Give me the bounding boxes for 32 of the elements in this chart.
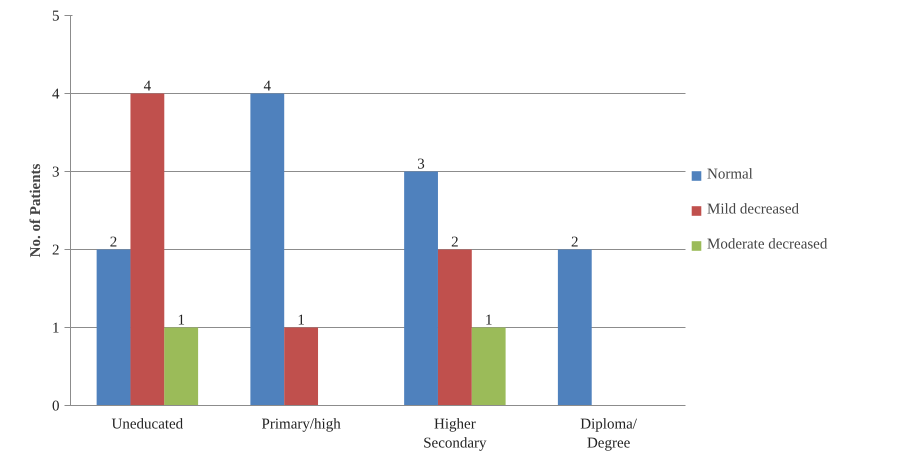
y-tick-label: 4 <box>52 86 60 102</box>
legend-label: Mild decreased <box>707 202 800 218</box>
bar <box>96 250 130 406</box>
legend-label: Moderate decreased <box>707 236 828 254</box>
data-label: 1 <box>177 312 185 328</box>
data-label: 2 <box>571 234 579 250</box>
data-label: 1 <box>484 312 492 328</box>
x-tick-label: Primary/high <box>262 416 342 432</box>
bar <box>558 250 592 406</box>
data-label: 3 <box>417 156 425 172</box>
bar <box>284 328 318 406</box>
data-label: 4 <box>144 78 152 94</box>
data-label: 4 <box>264 78 272 94</box>
bar <box>404 172 438 406</box>
bar <box>164 328 198 406</box>
data-label: 2 <box>110 234 118 250</box>
y-tick-label: 5 <box>52 8 60 24</box>
y-tick-label: 0 <box>52 398 60 414</box>
bar <box>250 94 284 406</box>
bar <box>472 328 506 406</box>
y-tick-label: 2 <box>52 242 60 258</box>
y-tick-label: 1 <box>52 320 60 336</box>
legend-label: Normal <box>707 166 753 184</box>
x-tick-label: Uneducated <box>112 416 184 432</box>
y-tick-label: 3 <box>52 164 60 180</box>
data-label: 1 <box>297 312 305 328</box>
x-tick-label: Higher Secondary <box>423 416 488 452</box>
x-tick-label: Diploma/ Degree <box>580 416 638 452</box>
y-axis-title: No. of Patients <box>28 163 44 258</box>
data-label: 2 <box>451 234 459 250</box>
bar <box>130 94 164 406</box>
bar <box>438 250 472 406</box>
